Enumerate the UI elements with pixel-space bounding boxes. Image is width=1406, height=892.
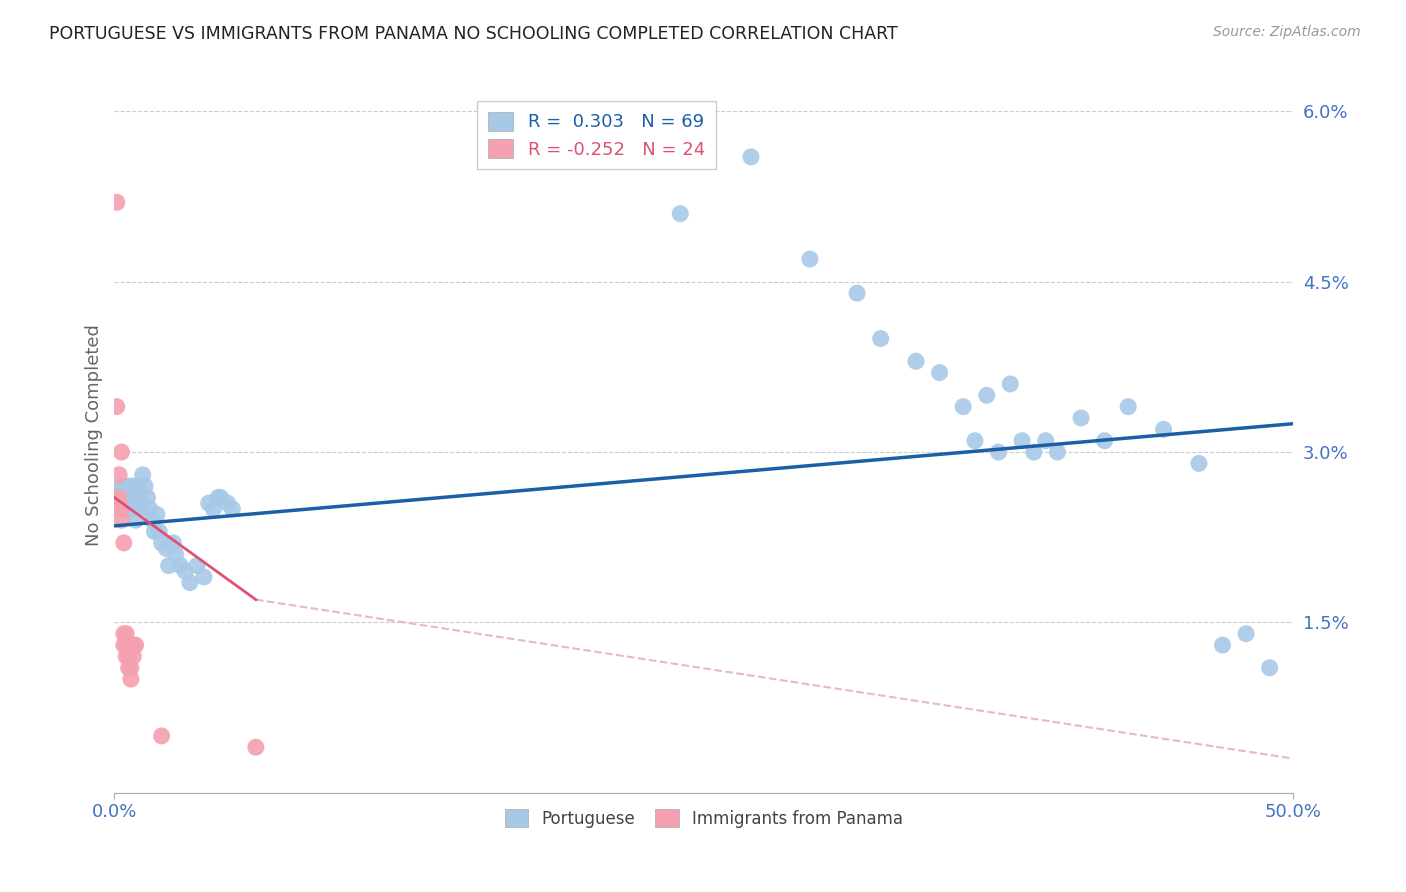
Point <box>105 195 128 210</box>
Point <box>162 536 184 550</box>
Point <box>108 491 131 505</box>
Point <box>150 729 173 743</box>
Point <box>134 479 156 493</box>
Point <box>112 479 135 493</box>
Point <box>117 649 139 664</box>
Point <box>110 501 132 516</box>
Point <box>129 501 152 516</box>
Point <box>110 513 132 527</box>
Point <box>112 626 135 640</box>
Point <box>1234 626 1257 640</box>
Point <box>1094 434 1116 448</box>
Point <box>1116 400 1139 414</box>
Point <box>112 536 135 550</box>
Legend: Portuguese, Immigrants from Panama: Portuguese, Immigrants from Panama <box>498 803 910 834</box>
Point <box>952 400 974 414</box>
Point <box>117 661 139 675</box>
Point <box>150 536 173 550</box>
Point <box>869 332 891 346</box>
Point <box>1022 445 1045 459</box>
Point <box>115 491 138 505</box>
Point <box>105 496 128 510</box>
Point <box>669 207 692 221</box>
Point <box>740 150 762 164</box>
Point <box>174 564 197 578</box>
Point <box>108 491 131 505</box>
Point <box>1000 376 1022 391</box>
Point <box>245 740 267 755</box>
Point <box>207 491 229 505</box>
Point <box>202 501 225 516</box>
Point <box>1188 457 1211 471</box>
Point <box>108 467 131 482</box>
Point <box>120 484 142 499</box>
Point <box>136 491 159 505</box>
Point <box>127 479 149 493</box>
Point <box>1153 422 1175 436</box>
Point <box>105 496 128 510</box>
Point <box>112 501 135 516</box>
Point <box>110 445 132 459</box>
Point <box>115 626 138 640</box>
Point <box>108 501 131 516</box>
Point <box>108 484 131 499</box>
Point <box>197 496 219 510</box>
Point <box>120 672 142 686</box>
Point <box>1035 434 1057 448</box>
Point <box>1211 638 1233 652</box>
Point <box>105 400 128 414</box>
Point <box>122 638 145 652</box>
Point <box>179 575 201 590</box>
Point <box>115 649 138 664</box>
Point <box>139 501 162 516</box>
Point <box>186 558 208 573</box>
Point <box>115 501 138 516</box>
Point <box>122 479 145 493</box>
Point <box>122 649 145 664</box>
Point <box>146 508 169 522</box>
Point <box>112 638 135 652</box>
Point <box>1258 661 1281 675</box>
Point <box>110 479 132 493</box>
Point <box>1046 445 1069 459</box>
Text: PORTUGUESE VS IMMIGRANTS FROM PANAMA NO SCHOOLING COMPLETED CORRELATION CHART: PORTUGUESE VS IMMIGRANTS FROM PANAMA NO … <box>49 25 898 43</box>
Point <box>221 501 243 516</box>
Point <box>846 286 869 301</box>
Point <box>169 558 191 573</box>
Point <box>143 524 166 539</box>
Point <box>1011 434 1033 448</box>
Point <box>120 661 142 675</box>
Point <box>963 434 986 448</box>
Point <box>122 501 145 516</box>
Point <box>127 491 149 505</box>
Point <box>120 491 142 505</box>
Point <box>117 479 139 493</box>
Point <box>155 541 177 556</box>
Point <box>124 513 146 527</box>
Point <box>148 524 170 539</box>
Point <box>110 496 132 510</box>
Point <box>131 467 153 482</box>
Point <box>1070 411 1092 425</box>
Point <box>928 366 950 380</box>
Point <box>117 638 139 652</box>
Point <box>217 496 239 510</box>
Point <box>165 547 187 561</box>
Point <box>124 638 146 652</box>
Point <box>124 496 146 510</box>
Point <box>904 354 927 368</box>
Point <box>112 491 135 505</box>
Point <box>115 638 138 652</box>
Point <box>987 445 1010 459</box>
Point <box>976 388 998 402</box>
Point <box>141 513 163 527</box>
Point <box>193 570 215 584</box>
Text: Source: ZipAtlas.com: Source: ZipAtlas.com <box>1213 25 1361 39</box>
Point <box>799 252 821 266</box>
Point <box>110 501 132 516</box>
Y-axis label: No Schooling Completed: No Schooling Completed <box>86 324 103 546</box>
Point <box>157 558 180 573</box>
Point <box>117 496 139 510</box>
Point <box>209 491 232 505</box>
